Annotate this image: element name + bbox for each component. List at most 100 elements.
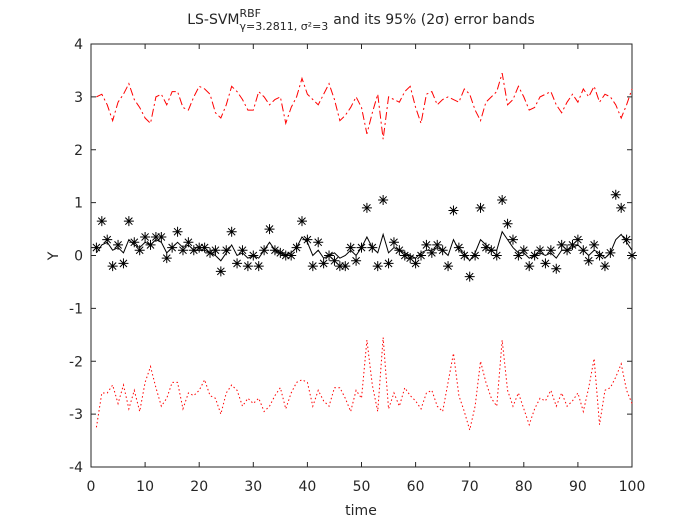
y-tick-label: 2 bbox=[74, 143, 83, 159]
data-point bbox=[107, 261, 118, 272]
data-point bbox=[616, 202, 627, 213]
data-point bbox=[378, 194, 389, 205]
data-point bbox=[340, 261, 351, 272]
data-point bbox=[329, 255, 340, 266]
data-point bbox=[475, 202, 486, 213]
data-point bbox=[172, 226, 183, 237]
data-point bbox=[545, 245, 556, 256]
data-point bbox=[594, 250, 605, 261]
x-tick-label: 80 bbox=[515, 479, 533, 495]
y-tick-label: 4 bbox=[74, 37, 83, 53]
data-point bbox=[264, 224, 275, 235]
y-tick-label: -4 bbox=[69, 460, 83, 476]
data-point bbox=[567, 239, 578, 250]
data-point bbox=[524, 261, 535, 272]
data-point bbox=[583, 255, 594, 266]
data-point bbox=[480, 242, 491, 253]
data-point bbox=[313, 237, 324, 248]
data-point bbox=[334, 261, 345, 272]
x-tick-label: 20 bbox=[190, 479, 208, 495]
x-tick-label: 100 bbox=[619, 479, 646, 495]
y-tick-label: -1 bbox=[69, 301, 83, 317]
data-point bbox=[113, 239, 124, 250]
data-point bbox=[535, 245, 546, 256]
y-tick-label: -2 bbox=[69, 354, 83, 370]
data-point bbox=[118, 258, 129, 269]
data-point bbox=[589, 239, 600, 250]
data-point bbox=[556, 239, 567, 250]
y-tick-label: -3 bbox=[69, 407, 83, 423]
data-point bbox=[351, 255, 362, 266]
data-point bbox=[453, 242, 464, 253]
data-point bbox=[459, 250, 470, 261]
series-line bbox=[96, 72, 633, 140]
data-point bbox=[383, 258, 394, 269]
data-point bbox=[421, 239, 432, 250]
chart-title: LS-SVM bbox=[187, 12, 239, 28]
y-tick-label: 0 bbox=[74, 249, 83, 265]
data-point bbox=[134, 245, 145, 256]
data-point bbox=[345, 242, 356, 253]
data-point bbox=[448, 205, 459, 216]
data-point bbox=[432, 239, 443, 250]
x-tick-label: 0 bbox=[87, 479, 96, 495]
data-point bbox=[215, 266, 226, 277]
data-point bbox=[286, 250, 297, 261]
data-point bbox=[540, 258, 551, 269]
data-point bbox=[221, 245, 232, 256]
data-point bbox=[307, 261, 318, 272]
data-point bbox=[194, 242, 205, 253]
data-point bbox=[91, 242, 102, 253]
data-point bbox=[518, 245, 529, 256]
x-tick-label: 50 bbox=[353, 479, 371, 495]
x-tick-label: 60 bbox=[407, 479, 425, 495]
data-point bbox=[599, 261, 610, 272]
y-axis-label: Y bbox=[46, 251, 62, 261]
data-point bbox=[296, 216, 307, 227]
data-point bbox=[318, 258, 329, 269]
data-point bbox=[426, 247, 437, 258]
data-point bbox=[372, 261, 383, 272]
data-point bbox=[399, 250, 410, 261]
data-point bbox=[210, 245, 221, 256]
x-axis-label: time bbox=[345, 503, 377, 519]
y-tick-label: 3 bbox=[74, 90, 83, 106]
series-line bbox=[95, 230, 633, 262]
data-point bbox=[410, 258, 421, 269]
data-point bbox=[232, 258, 243, 269]
data-point bbox=[140, 231, 151, 242]
data-point bbox=[177, 245, 188, 256]
data-point bbox=[551, 263, 562, 274]
data-point bbox=[470, 250, 481, 261]
data-point bbox=[388, 237, 399, 248]
x-tick-label: 10 bbox=[136, 479, 154, 495]
data-point bbox=[161, 253, 172, 264]
data-point bbox=[491, 250, 502, 261]
data-point bbox=[226, 226, 237, 237]
x-tick-label: 70 bbox=[461, 479, 479, 495]
data-point bbox=[253, 261, 264, 272]
data-point bbox=[443, 261, 454, 272]
data-point bbox=[123, 216, 134, 227]
chart-title: RBF bbox=[239, 7, 261, 20]
data-point bbox=[129, 237, 140, 248]
series-line bbox=[95, 337, 633, 432]
data-point bbox=[96, 216, 107, 227]
data-point bbox=[302, 234, 313, 245]
data-point bbox=[416, 250, 427, 261]
chart-title: and its 95% (2σ) error bands bbox=[333, 12, 535, 28]
data-point bbox=[102, 234, 113, 245]
data-point bbox=[150, 231, 161, 242]
data-point bbox=[237, 245, 248, 256]
data-point bbox=[610, 189, 621, 200]
y-tick-label: 1 bbox=[74, 196, 83, 212]
x-tick-label: 40 bbox=[298, 479, 316, 495]
data-point bbox=[502, 218, 513, 229]
data-point bbox=[405, 253, 416, 264]
data-point bbox=[627, 250, 637, 261]
data-point bbox=[361, 202, 372, 213]
data-point bbox=[513, 250, 524, 261]
data-point bbox=[507, 234, 518, 245]
